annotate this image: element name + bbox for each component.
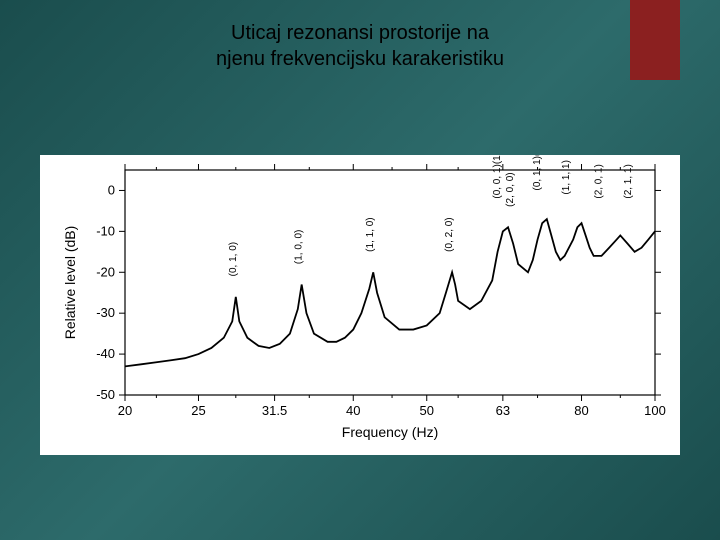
svg-text:0: 0 — [108, 182, 115, 197]
svg-text:-30: -30 — [96, 305, 115, 320]
svg-text:-40: -40 — [96, 346, 115, 361]
title-line2: njenu frekvencijsku karakeristiku — [216, 48, 504, 70]
svg-text:(0, 0, 1)(1, 2, 0): (0, 0, 1)(1, 2, 0) — [492, 155, 503, 199]
svg-text:Frequency (Hz): Frequency (Hz) — [342, 424, 438, 440]
svg-text:-10: -10 — [96, 223, 115, 238]
svg-text:100: 100 — [644, 403, 666, 418]
svg-text:(0, 2, 0): (0, 2, 0) — [444, 217, 455, 251]
svg-text:-50: -50 — [96, 387, 115, 402]
svg-text:(0, 1, 0): (0, 1, 0) — [228, 242, 239, 276]
svg-text:40: 40 — [346, 403, 360, 418]
svg-text:20: 20 — [118, 403, 132, 418]
svg-text:31.5: 31.5 — [262, 403, 287, 418]
svg-text:Relative level (dB): Relative level (dB) — [62, 226, 78, 340]
svg-text:(2, 0, 0): (2, 0, 0) — [505, 172, 516, 206]
svg-text:(2, 1, 1): (2, 1, 1) — [623, 164, 634, 198]
svg-text:(1, 0, 0): (1, 0, 0) — [294, 230, 305, 264]
svg-text:(0, 1, 1)(1, 0, 1): (0, 1, 1)(1, 0, 1) — [532, 155, 543, 190]
title-line1: Uticaj rezonansi prostorije na — [231, 22, 489, 44]
svg-text:80: 80 — [574, 403, 588, 418]
resonance-chart: -50 -40 -30 -20 -10 0 20 25 31.5 40 50 63 80 100 Frequ… — [40, 155, 680, 455]
svg-text:63: 63 — [496, 403, 510, 418]
svg-text:(1, 1, 0): (1, 1, 0) — [365, 217, 376, 251]
svg-text:(1, 1, 1): (1, 1, 1) — [561, 160, 572, 194]
svg-text:(2, 0, 1): (2, 0, 1) — [593, 164, 604, 198]
svg-text:25: 25 — [191, 403, 205, 418]
slide-title: Uticaj rezonansi prostorije na njenu fre… — [0, 20, 720, 72]
svg-text:50: 50 — [420, 403, 434, 418]
svg-text:-20: -20 — [96, 264, 115, 279]
